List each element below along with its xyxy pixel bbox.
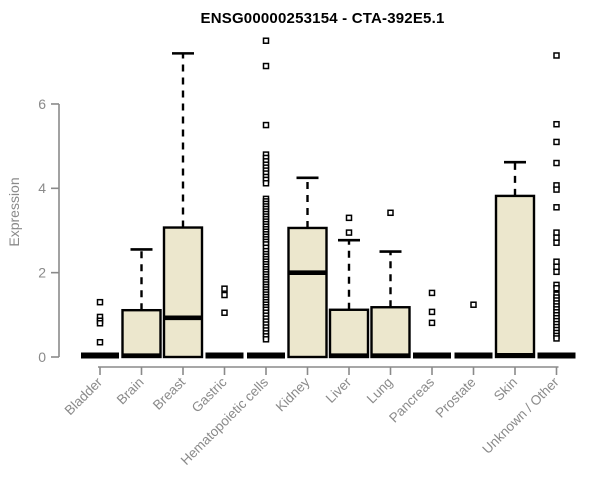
outlier-point [553, 186, 560, 193]
x-axis-category-label: Pancreas [386, 374, 437, 425]
outlier-point [428, 319, 436, 327]
collapsed-box [454, 352, 493, 359]
outlier-point [221, 309, 228, 316]
outlier-point [262, 180, 270, 187]
outlier-point [262, 62, 270, 70]
collapsed-box [81, 352, 119, 359]
outlier-point [262, 336, 270, 343]
x-axis-category-label: Kidney [273, 374, 313, 414]
outlier-point [387, 209, 394, 217]
box-group-gastric [205, 285, 244, 359]
outlier-point [553, 120, 560, 128]
outlier-point [553, 285, 560, 292]
outlier-point [345, 229, 353, 236]
box-group-pancreas [413, 289, 451, 359]
outlier-point [553, 335, 560, 342]
y-axis-tick-label: 2 [38, 265, 46, 281]
x-axis-category-label: Bladder [62, 374, 106, 418]
x-axis-category-label: Gastric [189, 374, 230, 415]
collapsed-box [537, 352, 576, 359]
y-axis: 0 2 4 6 [38, 96, 60, 365]
y-axis-tick-label: 0 [38, 349, 46, 365]
collapsed-box [205, 352, 244, 359]
outlier-point [553, 258, 560, 265]
box [328, 308, 370, 359]
outlier-point [553, 234, 560, 241]
box [370, 306, 411, 359]
x-axis-category-label: Liver [323, 374, 355, 406]
chart-title: ENSG00000253154 - CTA-392E5.1 [200, 10, 445, 27]
y-axis-tick-label: 6 [38, 96, 46, 112]
outlier-point [553, 52, 560, 59]
box [162, 226, 204, 359]
collapsed-box [413, 352, 451, 359]
x-axis-category-label: Breast [150, 374, 188, 412]
outlier-point [553, 229, 560, 236]
box-group-prostate [454, 301, 493, 359]
outlier-point [428, 289, 436, 297]
box-group-skin [494, 160, 536, 359]
collapsed-box [247, 352, 285, 359]
box-group-kidney [287, 176, 328, 359]
y-axis-tick-label: 4 [38, 180, 46, 196]
x-axis-category-label: Skin [491, 375, 520, 404]
outlier-point [428, 308, 436, 316]
outlier-point [262, 37, 270, 44]
box-group-unknown-other [537, 52, 576, 359]
box [287, 226, 328, 359]
box [494, 194, 536, 359]
outlier-point [96, 338, 104, 346]
outlier-point [553, 268, 560, 276]
box [121, 308, 162, 359]
outlier-point [553, 159, 560, 167]
box-group-liver [328, 214, 370, 359]
x-axis-category-label: Unknown / Other [479, 374, 562, 457]
x-axis-category-label: Brain [114, 375, 147, 408]
x-axis-category-label: Prostate [432, 375, 478, 421]
box-group-lung [370, 209, 411, 359]
outlier-point [221, 285, 228, 292]
outlier-point [96, 298, 104, 306]
outlier-point [96, 320, 104, 327]
outlier-point [470, 301, 477, 308]
box-group-breast [162, 52, 204, 359]
x-axis-category-label: Lung [364, 375, 396, 407]
outlier-point [221, 291, 228, 299]
box-group-hematopoietic-cells [247, 37, 285, 359]
outlier-point [553, 239, 560, 246]
outlier-point [553, 204, 560, 211]
outlier-point [553, 138, 560, 146]
box-group-bladder [81, 298, 119, 359]
outlier-point [345, 214, 353, 222]
outlier-point [553, 263, 560, 271]
outlier-point [262, 121, 270, 129]
box-group-brain [121, 248, 162, 359]
